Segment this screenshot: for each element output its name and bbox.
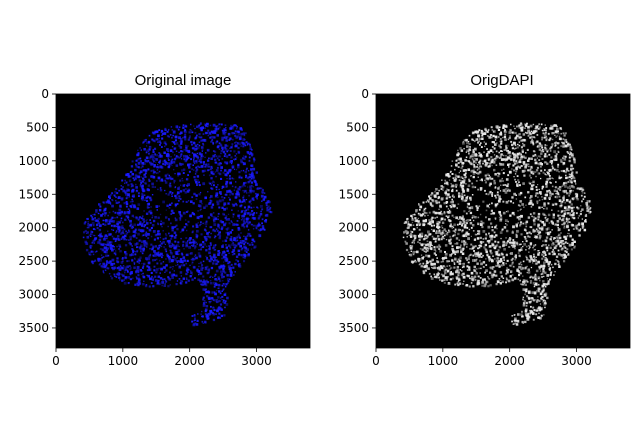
x-tick-label: 0	[52, 354, 60, 368]
panel-origdapi: OrigDAPI 0 1000 2000 3000 0 500 1000 1500 2000 2…	[338, 72, 631, 368]
y-tick-label: 2500	[18, 254, 49, 268]
y-tick-label: 0	[361, 87, 369, 101]
y-tick-label: 500	[346, 120, 369, 134]
panel-title: Original image	[135, 72, 232, 89]
tissue-image	[402, 122, 592, 326]
y-axis: 0 500 1000 1500 2000 2500 3000 3500	[18, 87, 56, 335]
x-tick-label: 1000	[108, 354, 139, 368]
x-tick-label: 0	[372, 354, 380, 368]
axes-frame	[375, 93, 631, 349]
y-tick-label: 0	[41, 87, 49, 101]
y-tick-label: 2000	[18, 221, 49, 235]
image-background	[376, 94, 630, 348]
y-tick-label: 1500	[338, 187, 369, 201]
y-tick-label: 3000	[18, 288, 49, 302]
x-tick-label: 2000	[174, 354, 205, 368]
image-background	[56, 94, 310, 348]
y-tick-label: 2000	[338, 221, 369, 235]
panel-original-image: Original image 0 1000 2000 3000 0 500 1000 150…	[18, 72, 311, 368]
x-tick-label: 1000	[428, 354, 459, 368]
y-tick-label: 500	[26, 120, 49, 134]
y-tick-label: 3000	[338, 288, 369, 302]
x-tick-label: 3000	[241, 354, 272, 368]
x-tick-label: 2000	[494, 354, 525, 368]
x-tick-label: 3000	[561, 354, 592, 368]
y-tick-label: 1500	[18, 187, 49, 201]
x-axis: 0 1000 2000 3000	[372, 348, 592, 368]
y-tick-label: 3500	[338, 321, 369, 335]
y-axis: 0 500 1000 1500 2000 2500 3000 3500	[338, 87, 376, 335]
y-tick-label: 1000	[18, 154, 49, 168]
y-tick-label: 3500	[18, 321, 49, 335]
axes-frame	[55, 93, 311, 349]
tissue-image	[82, 122, 273, 327]
x-axis: 0 1000 2000 3000	[52, 348, 272, 368]
y-tick-label: 1000	[338, 154, 369, 168]
panel-title: OrigDAPI	[470, 72, 533, 89]
y-tick-label: 2500	[338, 254, 369, 268]
